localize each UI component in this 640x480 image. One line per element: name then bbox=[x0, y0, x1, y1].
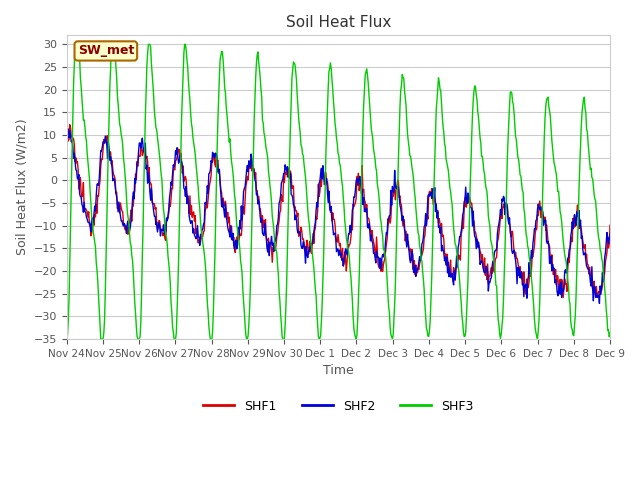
SHF3 bbox=[129, 269, 137, 275]
SHF1 bbox=[559, 295, 567, 300]
SHF2 bbox=[596, 300, 604, 306]
SHF3 bbox=[74, 41, 81, 47]
SHF1 bbox=[405, 247, 413, 252]
SHF2 bbox=[213, 155, 221, 160]
SHF1 bbox=[66, 122, 74, 128]
SHF1 bbox=[74, 159, 81, 165]
SHF3 bbox=[606, 330, 614, 336]
Title: Soil Heat Flux: Soil Heat Flux bbox=[285, 15, 391, 30]
SHF2 bbox=[129, 189, 137, 195]
SHF1 bbox=[184, 197, 192, 203]
SHF3 bbox=[63, 336, 70, 342]
SHF2 bbox=[606, 231, 614, 237]
X-axis label: Time: Time bbox=[323, 364, 354, 377]
SHF2 bbox=[65, 126, 72, 132]
SHF1 bbox=[421, 233, 429, 239]
Line: SHF2: SHF2 bbox=[67, 129, 610, 303]
SHF3 bbox=[405, 144, 413, 150]
SHF1 bbox=[606, 222, 614, 228]
Legend: SHF1, SHF2, SHF3: SHF1, SHF2, SHF3 bbox=[198, 395, 479, 418]
Line: SHF1: SHF1 bbox=[67, 125, 610, 298]
SHF1 bbox=[63, 144, 70, 149]
SHF2 bbox=[63, 135, 70, 141]
SHF3 bbox=[213, 146, 221, 152]
SHF2 bbox=[421, 222, 429, 228]
SHF1 bbox=[213, 159, 221, 165]
SHF3 bbox=[421, 302, 429, 308]
Line: SHF3: SHF3 bbox=[67, 44, 610, 339]
SHF3 bbox=[184, 78, 192, 84]
Text: SW_met: SW_met bbox=[77, 45, 134, 58]
Y-axis label: Soil Heat Flux (W/m2): Soil Heat Flux (W/m2) bbox=[15, 119, 28, 255]
SHF2 bbox=[405, 248, 413, 253]
SHF2 bbox=[184, 198, 192, 204]
SHF1 bbox=[129, 203, 137, 209]
SHF3 bbox=[71, 41, 79, 47]
SHF2 bbox=[74, 176, 81, 181]
